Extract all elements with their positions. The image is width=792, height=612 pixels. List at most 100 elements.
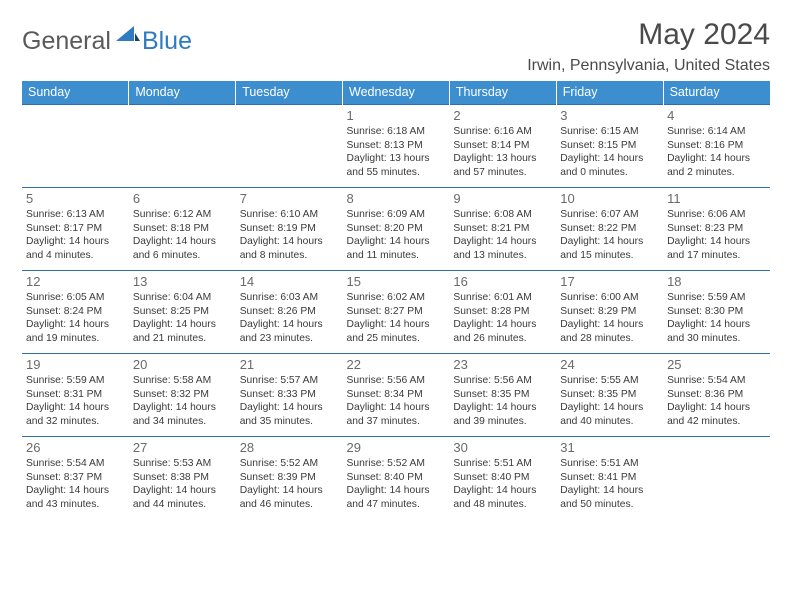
calendar-day-cell: 27 Sunrise: 5:53 AMSunset: 8:38 PMDayligh… (129, 437, 236, 520)
brand-logo: General Blue (22, 24, 192, 59)
day-number: 30 (453, 440, 552, 455)
day-number: 9 (453, 191, 552, 206)
calendar-week-row: 5 Sunrise: 6:13 AMSunset: 8:17 PMDaylight… (22, 188, 770, 271)
day-detail: Sunrise: 6:12 AMSunset: 8:18 PMDaylight:… (133, 208, 232, 262)
weekday-header: Wednesday (343, 81, 450, 105)
day-detail: Sunrise: 5:52 AMSunset: 8:39 PMDaylight:… (240, 457, 339, 511)
calendar-day-cell: 15 Sunrise: 6:02 AMSunset: 8:27 PMDayligh… (343, 271, 450, 354)
calendar-week-row: 1Sunrise: 6:18 AMSunset: 8:13 PMDaylight… (22, 105, 770, 188)
calendar-day-cell: 5 Sunrise: 6:13 AMSunset: 8:17 PMDaylight… (22, 188, 129, 271)
day-detail: Sunrise: 6:02 AMSunset: 8:27 PMDaylight:… (347, 291, 446, 345)
location-text: Irwin, Pennsylvania, United States (527, 57, 770, 75)
day-detail: Sunrise: 5:52 AMSunset: 8:40 PMDaylight:… (347, 457, 446, 511)
calendar-day-cell (663, 437, 770, 520)
day-number: 25 (667, 357, 766, 372)
weekday-header: Monday (129, 81, 236, 105)
day-number: 15 (347, 274, 446, 289)
day-detail: Sunrise: 6:05 AMSunset: 8:24 PMDaylight:… (26, 291, 125, 345)
day-number: 6 (133, 191, 232, 206)
weekday-header: Friday (556, 81, 663, 105)
day-number: 22 (347, 357, 446, 372)
calendar-day-cell: 8 Sunrise: 6:09 AMSunset: 8:20 PMDaylight… (343, 188, 450, 271)
day-number: 16 (453, 274, 552, 289)
day-detail: Sunrise: 5:51 AMSunset: 8:40 PMDaylight:… (453, 457, 552, 511)
day-detail: Sunrise: 6:13 AMSunset: 8:17 PMDaylight:… (26, 208, 125, 262)
calendar-table: SundayMondayTuesdayWednesdayThursdayFrid… (22, 81, 770, 520)
day-detail: Sunrise: 5:58 AMSunset: 8:32 PMDaylight:… (133, 374, 232, 428)
day-detail: Sunrise: 5:54 AMSunset: 8:37 PMDaylight:… (26, 457, 125, 511)
calendar-day-cell: 11 Sunrise: 6:06 AMSunset: 8:23 PMDayligh… (663, 188, 770, 271)
calendar-day-cell: 6 Sunrise: 6:12 AMSunset: 8:18 PMDaylight… (129, 188, 236, 271)
day-detail: Sunrise: 6:04 AMSunset: 8:25 PMDaylight:… (133, 291, 232, 345)
day-number: 17 (560, 274, 659, 289)
calendar-day-cell: 29 Sunrise: 5:52 AMSunset: 8:40 PMDayligh… (343, 437, 450, 520)
day-number: 26 (26, 440, 125, 455)
calendar-day-cell: 22 Sunrise: 5:56 AMSunset: 8:34 PMDayligh… (343, 354, 450, 437)
day-number: 3 (560, 108, 659, 123)
header-bar: General Blue May 2024 Irwin, Pennsylvani… (22, 18, 770, 75)
day-detail: Sunrise: 6:18 AMSunset: 8:13 PMDaylight:… (347, 125, 446, 179)
day-number: 29 (347, 440, 446, 455)
day-number: 27 (133, 440, 232, 455)
calendar-day-cell: 4Sunrise: 6:14 AMSunset: 8:16 PMDaylight… (663, 105, 770, 188)
title-block: May 2024 Irwin, Pennsylvania, United Sta… (527, 18, 770, 75)
day-number: 10 (560, 191, 659, 206)
calendar-week-row: 12Sunrise: 6:05 AMSunset: 8:24 PMDayligh… (22, 271, 770, 354)
weekday-header: Sunday (22, 81, 129, 105)
calendar-body: 1Sunrise: 6:18 AMSunset: 8:13 PMDaylight… (22, 105, 770, 520)
calendar-week-row: 26 Sunrise: 5:54 AMSunset: 8:37 PMDayligh… (22, 437, 770, 520)
day-number: 7 (240, 191, 339, 206)
day-detail: Sunrise: 6:03 AMSunset: 8:26 PMDaylight:… (240, 291, 339, 345)
calendar-day-cell: 23 Sunrise: 5:56 AMSunset: 8:35 PMDayligh… (449, 354, 556, 437)
day-number: 13 (133, 274, 232, 289)
day-number: 2 (453, 108, 552, 123)
day-number: 24 (560, 357, 659, 372)
day-detail: Sunrise: 6:01 AMSunset: 8:28 PMDaylight:… (453, 291, 552, 345)
weekday-header: Thursday (449, 81, 556, 105)
day-number: 5 (26, 191, 125, 206)
calendar-day-cell: 16 Sunrise: 6:01 AMSunset: 8:28 PMDayligh… (449, 271, 556, 354)
day-detail: Sunrise: 6:00 AMSunset: 8:29 PMDaylight:… (560, 291, 659, 345)
calendar-day-cell: 26 Sunrise: 5:54 AMSunset: 8:37 PMDayligh… (22, 437, 129, 520)
calendar-day-cell: 20Sunrise: 5:58 AMSunset: 8:32 PMDayligh… (129, 354, 236, 437)
day-number: 11 (667, 191, 766, 206)
calendar-day-cell: 12Sunrise: 6:05 AMSunset: 8:24 PMDayligh… (22, 271, 129, 354)
day-detail: Sunrise: 6:09 AMSunset: 8:20 PMDaylight:… (347, 208, 446, 262)
calendar-day-cell: 9Sunrise: 6:08 AMSunset: 8:21 PMDaylight… (449, 188, 556, 271)
brand-part2: Blue (142, 27, 192, 56)
sail-icon (116, 24, 140, 47)
day-detail: Sunrise: 6:14 AMSunset: 8:16 PMDaylight:… (667, 125, 766, 179)
calendar-day-cell (236, 105, 343, 188)
day-detail: Sunrise: 5:53 AMSunset: 8:38 PMDaylight:… (133, 457, 232, 511)
day-detail: Sunrise: 5:51 AMSunset: 8:41 PMDaylight:… (560, 457, 659, 511)
day-detail: Sunrise: 5:54 AMSunset: 8:36 PMDaylight:… (667, 374, 766, 428)
day-detail: Sunrise: 5:55 AMSunset: 8:35 PMDaylight:… (560, 374, 659, 428)
weekday-header: Saturday (663, 81, 770, 105)
day-number: 23 (453, 357, 552, 372)
day-detail: Sunrise: 5:57 AMSunset: 8:33 PMDaylight:… (240, 374, 339, 428)
calendar-day-cell: 21 Sunrise: 5:57 AMSunset: 8:33 PMDayligh… (236, 354, 343, 437)
calendar-week-row: 19Sunrise: 5:59 AMSunset: 8:31 PMDayligh… (22, 354, 770, 437)
day-number: 21 (240, 357, 339, 372)
day-number: 8 (347, 191, 446, 206)
calendar-day-cell: 24 Sunrise: 5:55 AMSunset: 8:35 PMDayligh… (556, 354, 663, 437)
weekday-header-row: SundayMondayTuesdayWednesdayThursdayFrid… (22, 81, 770, 105)
day-number: 28 (240, 440, 339, 455)
day-detail: Sunrise: 6:06 AMSunset: 8:23 PMDaylight:… (667, 208, 766, 262)
month-title: May 2024 (527, 18, 770, 52)
calendar-day-cell: 1Sunrise: 6:18 AMSunset: 8:13 PMDaylight… (343, 105, 450, 188)
calendar-day-cell: 28 Sunrise: 5:52 AMSunset: 8:39 PMDayligh… (236, 437, 343, 520)
day-detail: Sunrise: 6:15 AMSunset: 8:15 PMDaylight:… (560, 125, 659, 179)
day-detail: Sunrise: 6:16 AMSunset: 8:14 PMDaylight:… (453, 125, 552, 179)
day-detail: Sunrise: 5:56 AMSunset: 8:34 PMDaylight:… (347, 374, 446, 428)
weekday-header: Tuesday (236, 81, 343, 105)
calendar-day-cell: 10Sunrise: 6:07 AMSunset: 8:22 PMDayligh… (556, 188, 663, 271)
calendar-day-cell: 7 Sunrise: 6:10 AMSunset: 8:19 PMDaylight… (236, 188, 343, 271)
calendar-day-cell: 14Sunrise: 6:03 AMSunset: 8:26 PMDayligh… (236, 271, 343, 354)
day-detail: Sunrise: 6:10 AMSunset: 8:19 PMDaylight:… (240, 208, 339, 262)
brand-part1: General (22, 27, 111, 56)
calendar-day-cell: 19Sunrise: 5:59 AMSunset: 8:31 PMDayligh… (22, 354, 129, 437)
day-detail: Sunrise: 5:56 AMSunset: 8:35 PMDaylight:… (453, 374, 552, 428)
calendar-day-cell: 31Sunrise: 5:51 AMSunset: 8:41 PMDayligh… (556, 437, 663, 520)
calendar-day-cell: 18Sunrise: 5:59 AMSunset: 8:30 PMDayligh… (663, 271, 770, 354)
